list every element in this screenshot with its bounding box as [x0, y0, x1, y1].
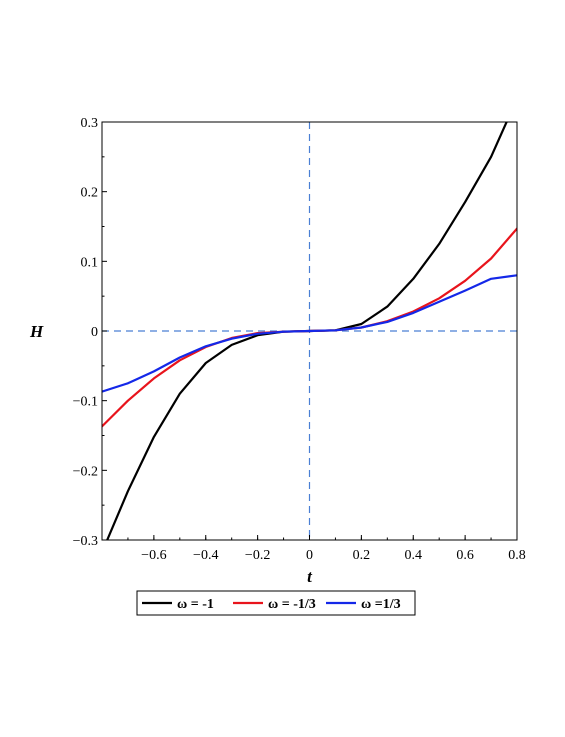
legend-label-2: ω = -1/3 — [268, 597, 316, 612]
y-tick-label: −0.2 — [73, 464, 98, 479]
x-tick-label: −0.4 — [193, 548, 218, 563]
x-tick-label: 0.8 — [508, 548, 526, 563]
y-tick-label: 0 — [91, 325, 98, 340]
series-line-3 — [102, 274, 517, 393]
x-tick-label: 0 — [306, 548, 313, 563]
y-axis-label: H — [29, 322, 44, 341]
x-tick-label: 0.4 — [405, 548, 423, 563]
legend-label-3: ω =1/3 — [361, 597, 401, 612]
x-tick-label: −0.2 — [245, 548, 270, 563]
x-axis-label: t — [307, 567, 313, 586]
y-tick-label: −0.1 — [73, 395, 98, 410]
x-tick-label: −0.6 — [141, 548, 166, 563]
legend-label-1: ω = -1 — [177, 597, 214, 612]
y-tick-label: 0.1 — [81, 255, 99, 270]
y-tick-label: 0.2 — [81, 186, 99, 201]
y-tick-label: −0.3 — [73, 534, 98, 549]
legend-box — [136, 590, 416, 616]
x-tick-label: 0.2 — [353, 548, 371, 563]
x-tick-label: 0.6 — [456, 548, 474, 563]
y-tick-label: 0.3 — [81, 116, 99, 131]
legend: ω = -1 ω = -1/3 ω =1/3 — [136, 590, 416, 616]
